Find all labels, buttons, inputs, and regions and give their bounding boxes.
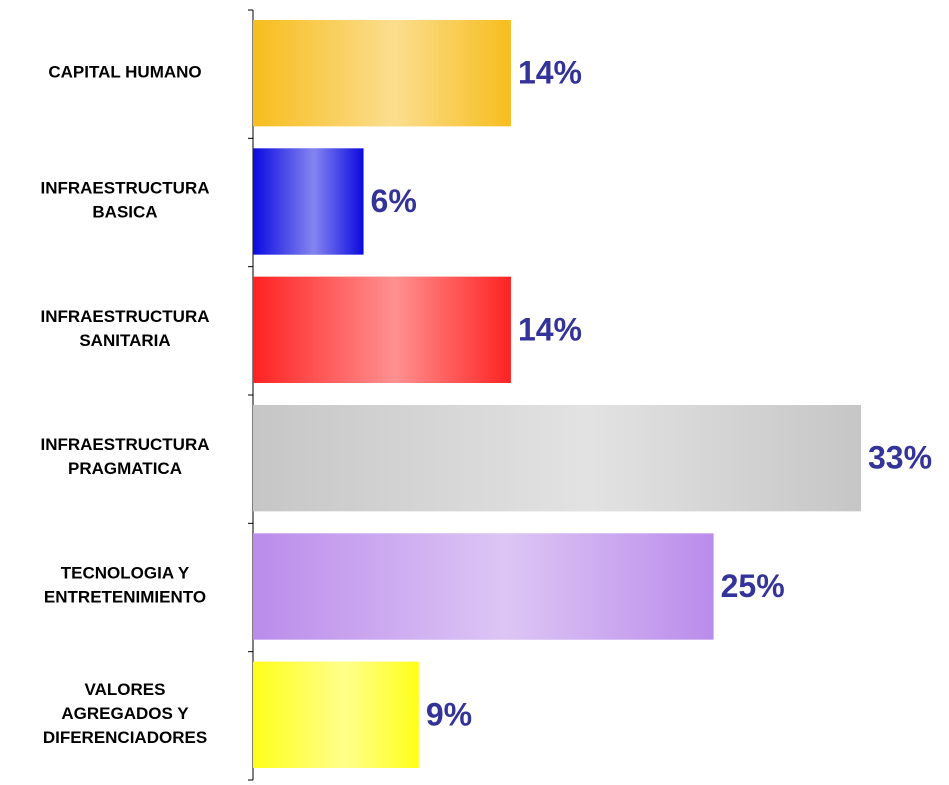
- category-label: TECNOLOGIA Y ENTRETENIMIENTO: [44, 564, 206, 607]
- category-label: INFRAESTRUCTURA BASICA: [40, 179, 209, 222]
- category-label: VALORES AGREGADOS Y DIFERENCIADORES: [43, 680, 207, 747]
- category-label: INFRAESTRUCTURA PRAGMATICA: [40, 436, 209, 479]
- value-label: 9%: [426, 696, 472, 732]
- bar-shine: [253, 20, 511, 127]
- value-label: 14%: [518, 311, 582, 347]
- bar-shine: [253, 661, 419, 768]
- category-label: CAPITAL HUMANO: [48, 63, 201, 82]
- bar-shine: [253, 276, 511, 383]
- category-label: INFRAESTRUCTURA SANITARIA: [40, 307, 209, 350]
- value-label: 6%: [371, 183, 417, 219]
- value-label: 33%: [868, 440, 932, 476]
- value-label: 14%: [518, 55, 582, 91]
- value-label: 25%: [721, 568, 785, 604]
- bar-shine: [253, 405, 861, 512]
- bar-shine: [253, 148, 364, 255]
- bar-shine: [253, 533, 714, 640]
